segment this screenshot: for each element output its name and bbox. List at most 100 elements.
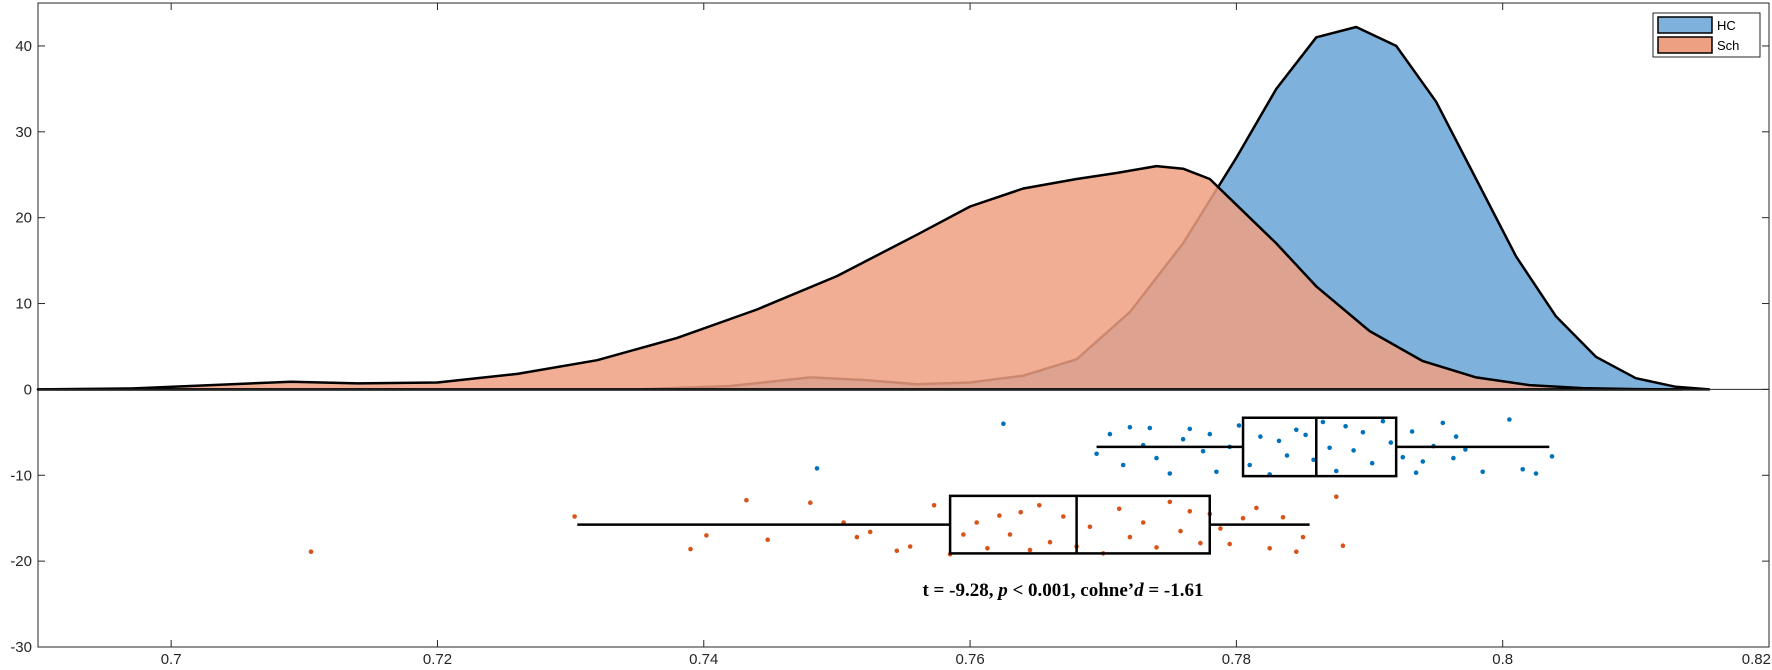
point-sch-45: [1340, 543, 1346, 548]
point-hc-21: [1284, 453, 1290, 458]
point-sch-15: [974, 520, 979, 525]
point-hc-26: [1327, 445, 1332, 451]
point-hc-13: [1207, 431, 1213, 437]
point-hc-10: [1180, 436, 1186, 442]
point-sch-27: [1116, 506, 1122, 512]
annotation-p-symbol: p: [996, 580, 1008, 601]
x-tick-label-0: 0.7: [161, 651, 182, 668]
point-hc-20: [1276, 438, 1282, 444]
x-tick-label-6: 0.82: [1742, 651, 1771, 668]
point-hc-18: [1258, 434, 1263, 439]
x-tick-label-2: 0.74: [689, 651, 718, 668]
point-sch-6: [808, 500, 813, 506]
density-layer: [36, 25, 1711, 391]
point-sch-3: [704, 533, 709, 538]
point-hc-16: [1236, 423, 1242, 428]
point-hc-2: [1094, 451, 1099, 457]
point-sch-42: [1294, 549, 1299, 554]
point-sch-38: [1240, 515, 1246, 521]
density-sch: [36, 164, 1684, 391]
legend: HC Sch: [1652, 12, 1761, 58]
point-sch-12: [931, 503, 937, 508]
point-hc-24: [1311, 457, 1316, 463]
point-sch-25: [1087, 524, 1093, 530]
x-tick-label-3: 0.76: [955, 651, 984, 668]
point-hc-4: [1120, 462, 1126, 468]
point-sch-0: [308, 549, 314, 554]
point-hc-34: [1400, 454, 1406, 460]
point-sch-1: [572, 514, 577, 519]
point-sch-5: [765, 537, 770, 542]
point-sch-43: [1300, 534, 1306, 540]
point-hc-0: [1001, 421, 1006, 427]
point-sch-11: [907, 544, 913, 549]
point-hc-8: [1154, 455, 1159, 461]
point-hc-7: [1147, 425, 1153, 431]
point-sch-28: [1127, 534, 1133, 540]
point-hc-45: [1549, 454, 1555, 459]
point-hc-44: [1533, 471, 1539, 476]
point-sch-8: [854, 534, 860, 540]
boxplot-layer: [577, 416, 1550, 555]
point-hc-28: [1343, 424, 1348, 429]
x-axis: 0.7 0.72 0.74 0.76 0.78 0.8 0.82: [161, 3, 1771, 668]
x-tick-label-4: 0.78: [1222, 651, 1251, 668]
y-tick-label-6: -20: [10, 553, 32, 570]
y-tick-label-4: 0: [24, 381, 32, 398]
point-sch-18: [1007, 532, 1013, 537]
box-sch: [948, 494, 1212, 555]
point-sch-10: [894, 548, 900, 554]
point-sch-4: [744, 497, 749, 503]
annotation-t: t = -9.28,: [922, 580, 998, 601]
point-hc-14: [1214, 469, 1219, 475]
x-tick-label-1: 0.72: [423, 651, 452, 668]
point-hc-12: [1200, 448, 1206, 454]
point-sch-40: [1267, 546, 1272, 551]
point-hc-35: [1409, 429, 1415, 434]
point-hc-43: [1520, 467, 1525, 472]
point-hc-25: [1320, 419, 1326, 425]
point-sch-41: [1280, 515, 1286, 520]
point-sch-21: [1037, 503, 1042, 508]
point-hc-41: [1480, 469, 1485, 475]
point-sch-37: [1227, 541, 1232, 547]
point-hc-33: [1388, 440, 1394, 445]
point-hc-47: [1453, 434, 1459, 439]
point-sch-17: [997, 513, 1002, 518]
annotation-d: = -1.61: [1144, 580, 1204, 601]
legend-swatch-sch: [1657, 36, 1713, 54]
point-sch-23: [1061, 514, 1066, 519]
point-hc-22: [1294, 427, 1299, 433]
point-hc-46: [1413, 470, 1419, 476]
point-hc-32: [1380, 418, 1386, 424]
point-sch-2: [688, 546, 693, 552]
point-sch-34: [1198, 540, 1203, 546]
y-axis: 40 30 20 10 0 -10 -20 -30: [10, 38, 1769, 656]
y-tick-label-5: -10: [10, 467, 32, 484]
point-sch-39: [1254, 505, 1259, 511]
point-hc-30: [1360, 430, 1366, 435]
y-tick-label-3: 10: [15, 296, 32, 313]
point-hc-5: [1127, 424, 1133, 430]
y-tick-label-2: 20: [15, 210, 32, 227]
point-hc-11: [1187, 426, 1193, 432]
legend-label-hc: HC: [1717, 18, 1736, 33]
point-hc-27: [1334, 468, 1339, 474]
point-sch-44: [1334, 494, 1339, 500]
point-hc-9: [1167, 471, 1173, 476]
point-sch-29: [1140, 520, 1146, 525]
point-hc-42: [1507, 417, 1512, 422]
legend-swatch-hc: [1657, 16, 1713, 34]
point-sch-33: [1187, 509, 1193, 514]
x-tick-label-5: 0.8: [1492, 651, 1513, 668]
point-sch-30: [1154, 545, 1159, 550]
point-hc-31: [1369, 460, 1375, 466]
point-sch-36: [1218, 526, 1223, 531]
point-sch-14: [961, 532, 966, 537]
point-sch-9: [867, 529, 873, 535]
point-sch-20: [1027, 547, 1033, 553]
point-hc-29: [1351, 448, 1356, 453]
y-tick-label-0: 40: [15, 38, 32, 55]
point-hc-3: [1107, 431, 1113, 437]
